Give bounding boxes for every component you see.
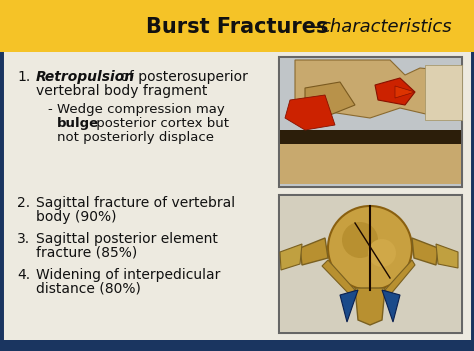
Text: fracture (85%): fracture (85%) (36, 246, 137, 260)
Text: 1.: 1. (17, 70, 30, 84)
Text: body (90%): body (90%) (36, 210, 117, 224)
Text: 2.: 2. (17, 196, 30, 210)
Text: not posteriorly displace: not posteriorly displace (57, 131, 214, 144)
Text: bulge: bulge (57, 117, 99, 130)
Text: vertebral body fragment: vertebral body fragment (36, 84, 207, 98)
Text: -: - (307, 17, 328, 37)
Text: 3.: 3. (17, 232, 30, 246)
FancyBboxPatch shape (280, 196, 461, 332)
Text: distance (80%): distance (80%) (36, 282, 141, 296)
Polygon shape (436, 244, 458, 268)
Text: characteristics: characteristics (320, 18, 452, 36)
Polygon shape (385, 260, 415, 295)
FancyBboxPatch shape (0, 340, 474, 351)
Polygon shape (395, 86, 415, 98)
Polygon shape (300, 238, 328, 265)
FancyBboxPatch shape (280, 144, 461, 184)
Circle shape (342, 222, 378, 258)
FancyBboxPatch shape (280, 130, 461, 144)
Polygon shape (340, 290, 358, 322)
Polygon shape (280, 244, 302, 270)
Polygon shape (295, 60, 460, 118)
Polygon shape (382, 290, 400, 322)
Polygon shape (322, 260, 355, 295)
Text: Widening of interpedicular: Widening of interpedicular (36, 268, 220, 282)
Circle shape (328, 206, 412, 290)
Circle shape (368, 239, 396, 267)
Text: 4.: 4. (17, 268, 30, 282)
FancyBboxPatch shape (279, 57, 462, 187)
Polygon shape (375, 78, 415, 105)
Text: posterior cortex but: posterior cortex but (92, 117, 229, 130)
FancyBboxPatch shape (279, 195, 462, 333)
FancyBboxPatch shape (280, 58, 461, 186)
FancyBboxPatch shape (0, 0, 474, 52)
Polygon shape (285, 95, 335, 130)
Polygon shape (355, 288, 385, 325)
Text: Retropulsion: Retropulsion (36, 70, 135, 84)
Polygon shape (425, 65, 462, 120)
Text: Sagittal posterior element: Sagittal posterior element (36, 232, 218, 246)
Text: - Wedge compression may: - Wedge compression may (48, 103, 225, 116)
Polygon shape (305, 82, 355, 115)
Text: Burst Fractures: Burst Fractures (146, 17, 328, 37)
Text: of posterosuperior: of posterosuperior (116, 70, 248, 84)
Polygon shape (412, 238, 438, 265)
Text: Sagittal fracture of vertebral: Sagittal fracture of vertebral (36, 196, 235, 210)
